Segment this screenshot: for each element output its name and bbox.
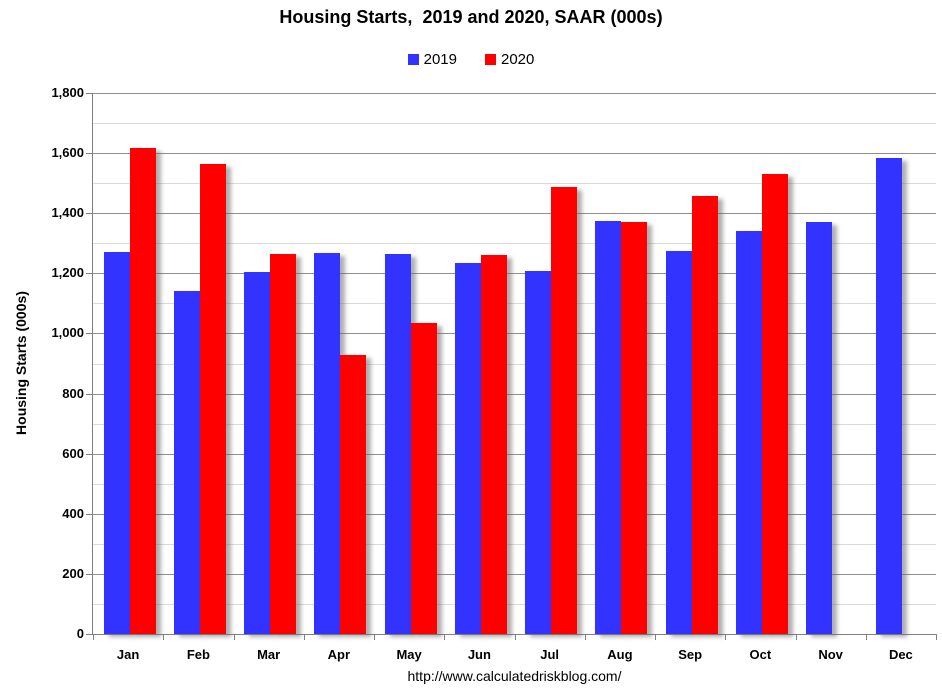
x-tick-4 [374,634,375,640]
bar-oct-2020 [761,174,788,634]
bar-jan-2020 [129,148,156,634]
bar-jun-2019 [454,263,481,634]
y-tick-label-0: 0 [76,626,84,641]
bar-feb-2020 [199,163,226,634]
minor-gridline-300 [93,544,936,545]
bar-jul-2020 [551,187,578,634]
y-tick-label-800: 800 [62,385,84,401]
y-tick-label-600: 600 [62,445,84,461]
x-tick-3 [304,634,305,640]
y-tick-label-1000: 1,000 [51,325,84,341]
bar-apr-2019 [314,253,341,634]
major-gridline-1200 [93,273,936,274]
minor-gridline-900 [93,364,936,365]
legend-label-2020: 2020 [501,51,535,68]
legend-label-2019: 2019 [423,51,457,68]
x-axis-label-dec: Dec [888,647,913,662]
y-axis-title: Housing Starts (000s) [13,291,29,435]
bar-oct-2019 [735,231,762,634]
bar-nov-2019 [806,222,833,634]
bar-dec-2019 [876,158,903,634]
legend-swatch-2019-icon [407,54,419,65]
y-tick-1600 [86,153,93,154]
x-axis-label-aug: Aug [607,647,633,662]
major-gridline-1000 [93,333,936,334]
major-gridline-600 [93,454,936,455]
x-axis-label-may: May [396,647,422,662]
bar-apr-2020 [340,354,367,634]
x-tick-2 [234,634,235,640]
y-tick-label-400: 400 [62,505,84,521]
y-tick-600 [86,454,93,455]
bar-jul-2019 [525,270,552,634]
major-gridline-200 [93,574,936,575]
bar-may-2019 [384,254,411,634]
chart-title: Housing Starts, 2019 and 2020, SAAR (000… [279,7,663,27]
bar-sep-2019 [665,251,692,634]
legend-item-2019: 2019 [407,51,457,68]
x-axis-label-nov: Nov [818,647,843,662]
bar-mar-2019 [244,271,271,634]
x-axis-label-jun: Jun [467,647,491,662]
x-axis-label-mar: Mar [257,647,281,662]
minor-gridline-100 [93,604,936,605]
legend-swatch-2020-icon [485,54,496,65]
x-tick-10 [796,634,797,640]
bar-feb-2019 [173,291,200,634]
x-axis-line [92,634,936,635]
y-tick-1200 [86,273,93,274]
minor-gridline-500 [93,484,936,485]
x-tick-9 [725,634,726,640]
y-tick-label-1200: 1,200 [51,265,84,281]
major-gridline-800 [93,394,936,395]
major-gridline-1400 [93,213,936,214]
major-gridline-400 [93,514,936,515]
x-tick-12 [936,634,937,640]
bar-sep-2020 [691,195,718,634]
chart-legend: 2019 2020 [0,51,942,68]
plot-area [86,93,937,640]
x-tick-11 [866,634,867,640]
footer-url: http://www.calculatedriskblog.com/ [407,668,622,684]
y-tick-1400 [86,213,93,214]
bar-jan-2019 [103,252,130,634]
x-tick-7 [585,634,586,640]
y-tick-label-200: 200 [62,565,84,581]
y-tick-800 [86,394,93,395]
y-tick-0 [86,634,93,635]
minor-gridline-1300 [93,243,936,244]
y-axis-line [92,93,93,634]
y-tick-1000 [86,333,93,334]
bar-aug-2020 [621,221,648,634]
major-gridline-1600 [93,153,936,154]
bar-mar-2020 [270,253,297,634]
minor-gridline-1500 [93,183,936,184]
y-tick-1800 [86,93,93,94]
x-tick-6 [515,634,516,640]
legend-item-2020: 2020 [485,51,534,68]
x-axis-label-feb: Feb [186,647,210,662]
y-tick-label-1400: 1,400 [51,205,84,221]
x-axis-label-oct: Oct [749,647,772,662]
y-tick-label-1600: 1,600 [51,145,84,161]
minor-gridline-1700 [93,123,936,124]
x-tick-1 [163,634,164,640]
minor-gridline-700 [93,424,936,425]
x-axis-label-sep: Sep [678,647,703,662]
bar-jun-2020 [480,254,507,634]
bar-aug-2019 [595,220,622,634]
x-axis-label-jul: Jul [540,647,560,662]
y-tick-label-1800: 1,800 [51,85,84,100]
y-tick-200 [86,574,93,575]
x-axis-label-apr: Apr [327,647,351,662]
major-gridline-1800 [93,93,936,94]
x-tick-8 [655,634,656,640]
x-tick-5 [444,634,445,640]
y-tick-400 [86,514,93,515]
x-tick-0 [93,634,94,640]
bar-may-2020 [410,322,437,634]
x-axis-label-jan: Jan [116,647,140,662]
minor-gridline-1100 [93,303,936,304]
